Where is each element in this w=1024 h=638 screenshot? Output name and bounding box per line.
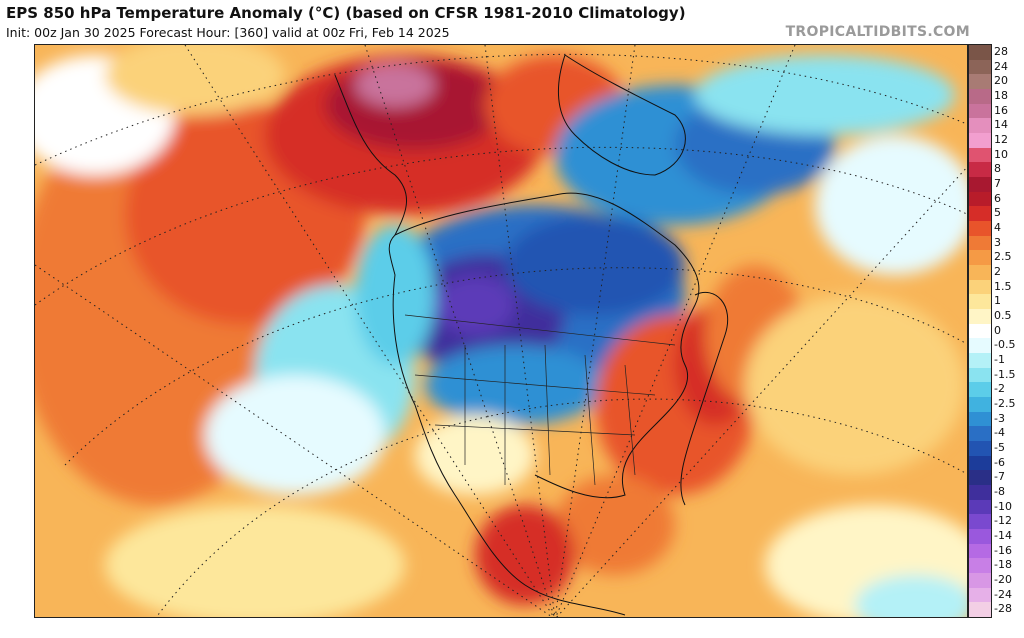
- legend-swatch: [969, 529, 991, 545]
- legend-swatch: [969, 485, 991, 501]
- borders: [404, 314, 676, 486]
- legend-tick-label: -1.5: [994, 367, 1016, 381]
- legend-tick-label: 2.5: [994, 250, 1012, 264]
- legend-tick-label: 10: [994, 147, 1008, 161]
- legend-swatch: [969, 382, 991, 398]
- legend-tick-label: 6: [994, 191, 1001, 205]
- legend-swatch: [969, 279, 991, 295]
- legend-tick-label: -18: [994, 558, 1012, 572]
- chart-title: EPS 850 hPa Temperature Anomaly (°C) (ba…: [6, 4, 686, 22]
- legend-tick-label: 2: [994, 264, 1001, 278]
- legend-swatch: [969, 177, 991, 193]
- legend-tick-label: 3: [994, 235, 1001, 249]
- legend-tick-label: 0: [994, 323, 1001, 337]
- legend-tick-label: -2.5: [994, 396, 1016, 410]
- forecast-info: Init: 00z Jan 30 2025 Forecast Hour: [36…: [6, 25, 450, 40]
- legend-tick-label: 24: [994, 59, 1008, 73]
- legend-swatch: [969, 103, 991, 119]
- legend-tick-label: -28: [994, 602, 1012, 616]
- legend-swatch: [969, 499, 991, 515]
- anomaly-field: [35, 45, 967, 617]
- legend-tick-label: -12: [994, 514, 1012, 528]
- legend-swatch: [969, 573, 991, 589]
- legend-swatch: [969, 411, 991, 427]
- legend-tick-label: -7: [994, 470, 1005, 484]
- legend-swatch: [969, 162, 991, 178]
- legend-swatch: [969, 338, 991, 354]
- legend-tick-label: -3: [994, 411, 1005, 425]
- legend-swatch: [969, 441, 991, 457]
- graticule: [35, 45, 967, 617]
- site-credit: TROPICALTIDBITS.COM: [785, 24, 970, 40]
- coastlines: [334, 54, 729, 616]
- legend-tick-label: -4: [994, 426, 1005, 440]
- legend-swatch: [969, 147, 991, 163]
- legend-swatch: [969, 118, 991, 134]
- legend-tick-label: 28: [994, 44, 1008, 58]
- legend-swatch: [969, 206, 991, 222]
- legend-swatch: [969, 514, 991, 530]
- legend-tick-label: 8: [994, 162, 1001, 176]
- legend-tick-label: -5: [994, 440, 1005, 454]
- legend-swatch: [969, 45, 991, 61]
- legend-swatch: [969, 235, 991, 251]
- legend-swatch: [969, 353, 991, 369]
- legend-swatch: [969, 587, 991, 603]
- legend-swatch: [969, 74, 991, 90]
- legend-swatch: [969, 294, 991, 310]
- legend-tick-label: 7: [994, 176, 1001, 190]
- legend-swatch: [969, 397, 991, 413]
- legend-swatch: [969, 221, 991, 237]
- legend-tick-label: -16: [994, 543, 1012, 557]
- legend-tick-label: 1: [994, 294, 1001, 308]
- legend-tick-label: 5: [994, 206, 1001, 220]
- legend-swatch: [969, 89, 991, 105]
- legend-swatch: [969, 470, 991, 486]
- legend-swatch: [969, 543, 991, 559]
- legend-tick-label: -10: [994, 499, 1012, 513]
- color-legend: [968, 44, 992, 618]
- legend-tick-label: -1: [994, 352, 1005, 366]
- map-canvas: [35, 45, 967, 617]
- legend-swatch: [969, 455, 991, 471]
- legend-tick-label: 16: [994, 103, 1008, 117]
- legend-swatch: [969, 323, 991, 339]
- legend-swatch: [969, 250, 991, 266]
- legend-tick-label: -6: [994, 455, 1005, 469]
- legend-swatch: [969, 59, 991, 75]
- legend-tick-label: 0.5: [994, 308, 1012, 322]
- legend-tick-label: 14: [994, 118, 1008, 132]
- color-legend-labels: 28 24 20 18 16 14 12 10 8 7 6 5 4 3 2.5 2 1.5 1 0.5 0 -0.5 -1…: [994, 44, 1024, 618]
- legend-swatch: [969, 558, 991, 574]
- legend-tick-label: -8: [994, 484, 1005, 498]
- legend-tick-label: -2: [994, 382, 1005, 396]
- legend-swatch: [969, 426, 991, 442]
- legend-swatch: [969, 602, 991, 618]
- legend-tick-label: 1.5: [994, 279, 1012, 293]
- legend-tick-label: 20: [994, 74, 1008, 88]
- legend-tick-label: -20: [994, 572, 1012, 586]
- legend-tick-label: 18: [994, 88, 1008, 102]
- legend-swatch: [969, 367, 991, 383]
- legend-tick-label: 12: [994, 132, 1008, 146]
- legend-swatch: [969, 191, 991, 207]
- legend-tick-label: 4: [994, 220, 1001, 234]
- legend-swatch: [969, 309, 991, 325]
- legend-tick-label: -14: [994, 528, 1012, 542]
- legend-tick-label: -0.5: [994, 338, 1016, 352]
- legend-swatch: [969, 133, 991, 149]
- anomaly-map: [34, 44, 968, 618]
- legend-tick-label: -24: [994, 587, 1012, 601]
- legend-swatch: [969, 265, 991, 281]
